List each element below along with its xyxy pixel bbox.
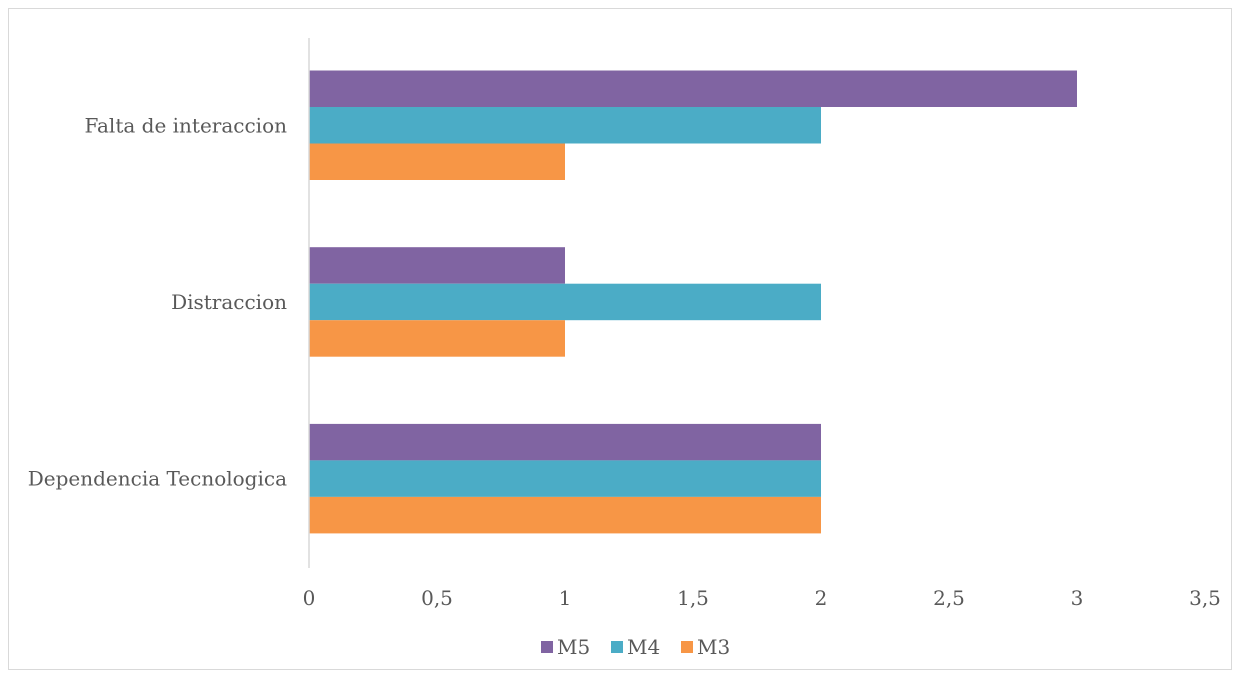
legend-swatch-m3 [681, 641, 693, 653]
legend-label-m5: M5 [557, 635, 590, 659]
bar-m4-distraccion [309, 283, 821, 321]
x-tick-label: 1,5 [677, 586, 709, 610]
x-tick-label: 3,5 [1189, 586, 1221, 610]
legend-label-m4: M4 [627, 635, 660, 659]
legend-label-m3: M3 [697, 635, 730, 659]
bar-m5-dependencia-tecnologica [309, 423, 821, 461]
x-tick-label: 2 [815, 586, 828, 610]
bar-m3-falta-de-interaccion [309, 143, 565, 180]
bar-m4-dependencia-tecnologica [309, 460, 821, 497]
legend-swatch-m5 [541, 641, 553, 653]
x-tick-labels: 0 0,5 1 1,5 2 2,5 3 3,5 [303, 586, 1221, 610]
x-tick-label: 1 [559, 586, 572, 610]
bar-m3-dependencia-tecnologica [309, 496, 821, 534]
x-tick-label: 0 [303, 586, 316, 610]
category-label-falta-de-interaccion: Falta de interaccion [84, 113, 287, 137]
bar-m5-falta-de-interaccion [309, 70, 1077, 107]
category-label-distraccion: Distraccion [171, 290, 287, 314]
bar-m3-distraccion [309, 320, 565, 357]
x-tick-label: 2,5 [933, 586, 965, 610]
bar-m5-distraccion [309, 247, 565, 284]
x-tick-label: 3 [1071, 586, 1084, 610]
bars-group [309, 70, 1077, 534]
category-labels: Dependencia Tecnologica Distraccion Falta … [28, 113, 287, 490]
x-tick-label: 0,5 [421, 586, 453, 610]
bar-m4-falta-de-interaccion [309, 107, 821, 144]
legend-swatch-m4 [611, 641, 623, 653]
legend: M5 M4 M3 [541, 635, 730, 659]
category-label-dependencia-tecnologica: Dependencia Tecnologica [28, 467, 287, 491]
